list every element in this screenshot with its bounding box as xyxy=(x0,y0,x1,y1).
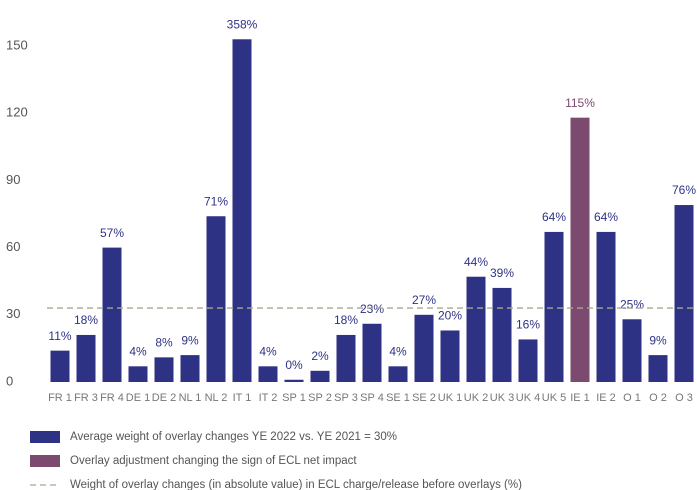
data-label: 71% xyxy=(204,194,228,208)
bar xyxy=(388,366,408,382)
y-tick-label: 30 xyxy=(6,306,20,321)
bar xyxy=(180,355,200,382)
data-label: 64% xyxy=(542,210,566,224)
y-tick-label: 60 xyxy=(6,239,20,254)
x-tick-label: SE 2 xyxy=(412,392,436,404)
x-tick-label: UK 5 xyxy=(542,392,566,404)
data-label: 4% xyxy=(259,344,277,358)
bar xyxy=(518,339,538,382)
bar xyxy=(284,379,304,382)
data-label: 64% xyxy=(594,210,618,224)
data-label: 23% xyxy=(360,302,384,316)
data-label: 9% xyxy=(181,333,199,347)
bar xyxy=(76,334,96,382)
data-label: 39% xyxy=(490,266,514,280)
x-tick-label: SE 1 xyxy=(386,392,410,404)
data-label: 9% xyxy=(649,333,667,347)
data-label: 20% xyxy=(438,309,462,323)
bar xyxy=(674,205,694,382)
legend-label: Average weight of overlay changes YE 202… xyxy=(70,431,397,443)
legend-swatch xyxy=(30,431,60,443)
x-tick-label: SP 3 xyxy=(334,392,358,404)
bar xyxy=(648,355,668,382)
legend-swatch xyxy=(30,455,60,467)
x-tick-label: O 2 xyxy=(649,392,667,404)
x-tick-label: DE 2 xyxy=(152,392,176,404)
data-label: 18% xyxy=(334,313,358,327)
data-label: 358% xyxy=(227,17,258,31)
x-tick-label: NL 1 xyxy=(179,392,202,404)
data-label: 115% xyxy=(565,96,595,110)
bar xyxy=(622,319,642,382)
x-tick-label: SP 2 xyxy=(308,392,332,404)
bar xyxy=(154,357,174,382)
bar xyxy=(336,334,356,382)
data-label: 4% xyxy=(389,344,407,358)
x-tick-label: FR 3 xyxy=(74,392,98,404)
x-tick-label: FR 4 xyxy=(100,392,124,404)
bar xyxy=(492,287,512,382)
x-tick-label: O 1 xyxy=(623,392,641,404)
x-tick-label: UK 1 xyxy=(438,392,462,404)
bar xyxy=(362,323,382,382)
bar xyxy=(544,231,564,382)
x-tick-label: UK 4 xyxy=(516,392,540,404)
legend-label: Weight of overlay changes (in absolute v… xyxy=(70,479,522,490)
bar xyxy=(102,247,122,382)
data-label: 57% xyxy=(100,226,124,240)
x-tick-label: UK 3 xyxy=(490,392,514,404)
x-tick-label: IT 1 xyxy=(233,392,252,404)
data-label: 25% xyxy=(620,297,644,311)
data-label: 2% xyxy=(311,349,329,363)
data-label: 76% xyxy=(672,183,696,197)
x-tick-label: FR 1 xyxy=(48,392,72,404)
bar xyxy=(206,216,226,382)
data-label: 11% xyxy=(48,329,71,343)
bar xyxy=(570,117,590,383)
x-tick-label: DE 1 xyxy=(126,392,150,404)
x-tick-label: O 3 xyxy=(675,392,693,404)
y-tick-label: 120 xyxy=(6,105,28,120)
data-label: 27% xyxy=(412,293,436,307)
x-tick-label: UK 2 xyxy=(464,392,488,404)
bar xyxy=(232,39,252,382)
y-tick-label: 90 xyxy=(6,172,20,187)
data-label: 4% xyxy=(129,344,147,358)
data-label: 18% xyxy=(74,313,98,327)
x-tick-label: SP 4 xyxy=(360,392,384,404)
data-label: 44% xyxy=(464,255,488,269)
bar xyxy=(258,366,278,382)
bar xyxy=(440,330,460,382)
bar xyxy=(596,231,616,382)
data-label: 0% xyxy=(285,358,303,372)
x-tick-label: IT 2 xyxy=(259,392,278,404)
bar xyxy=(50,350,70,382)
x-tick-label: SP 1 xyxy=(282,392,306,404)
bar xyxy=(466,276,486,382)
x-tick-label: IE 1 xyxy=(570,392,590,404)
bar xyxy=(310,370,330,382)
x-tick-label: IE 2 xyxy=(596,392,616,404)
data-label: 8% xyxy=(155,336,173,350)
y-tick-label: 150 xyxy=(6,37,28,52)
legend-label: Overlay adjustment changing the sign of … xyxy=(70,455,357,467)
y-tick-label: 0 xyxy=(6,373,13,388)
x-tick-label: NL 2 xyxy=(205,392,228,404)
bar xyxy=(128,366,148,382)
bar xyxy=(414,314,434,382)
data-label: 16% xyxy=(516,318,540,332)
